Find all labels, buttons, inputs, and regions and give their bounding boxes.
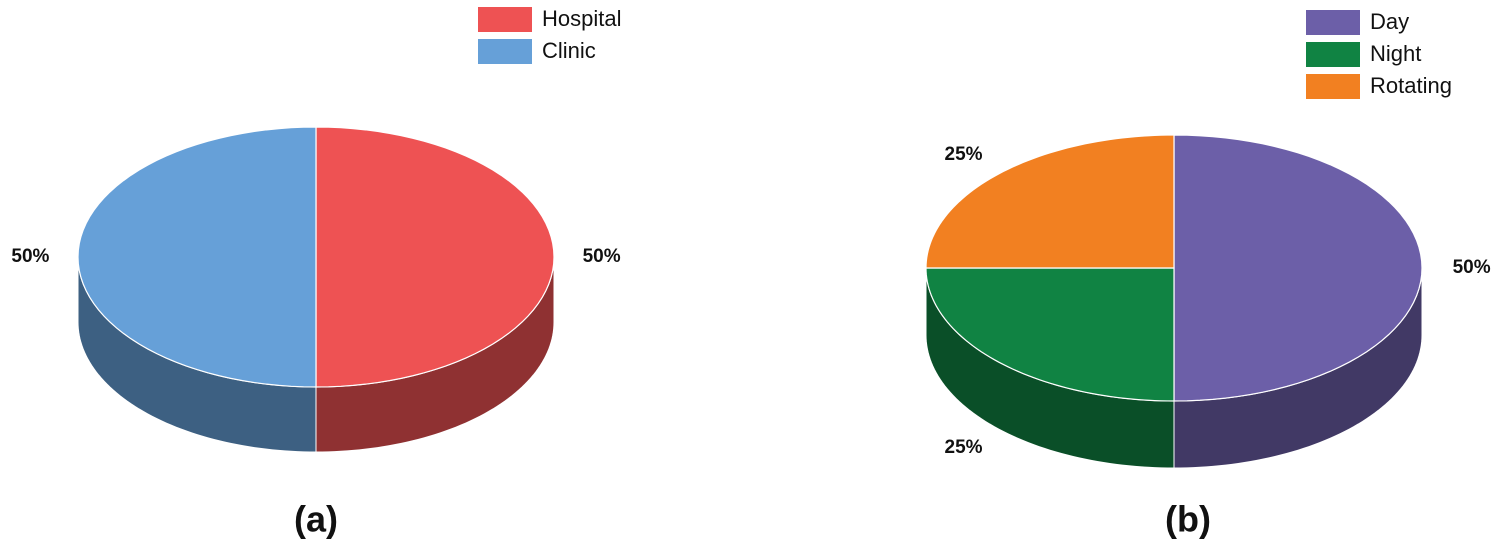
legend-label: Clinic bbox=[542, 38, 596, 63]
legend-swatch bbox=[478, 39, 532, 64]
legend-label: Night bbox=[1370, 41, 1421, 66]
chart-title: (b) bbox=[1165, 499, 1211, 540]
legend-label: Hospital bbox=[542, 6, 621, 31]
value-label: 50% bbox=[583, 246, 621, 267]
legend-swatch bbox=[1306, 10, 1360, 35]
value-label: 50% bbox=[11, 246, 49, 267]
slice bbox=[1173, 134, 1423, 402]
slice bbox=[925, 134, 1175, 269]
slice bbox=[925, 267, 1175, 402]
slice bbox=[315, 126, 555, 388]
legend-label: Rotating bbox=[1370, 73, 1452, 98]
value-label: 25% bbox=[945, 144, 983, 165]
legend-swatch bbox=[1306, 42, 1360, 67]
legend-swatch bbox=[1306, 74, 1360, 99]
legend-label: Day bbox=[1370, 9, 1409, 34]
chart-title: (a) bbox=[294, 499, 338, 540]
value-label: 25% bbox=[945, 437, 983, 458]
legend-swatch bbox=[478, 7, 532, 32]
value-label: 50% bbox=[1453, 257, 1491, 278]
slice bbox=[77, 126, 317, 388]
